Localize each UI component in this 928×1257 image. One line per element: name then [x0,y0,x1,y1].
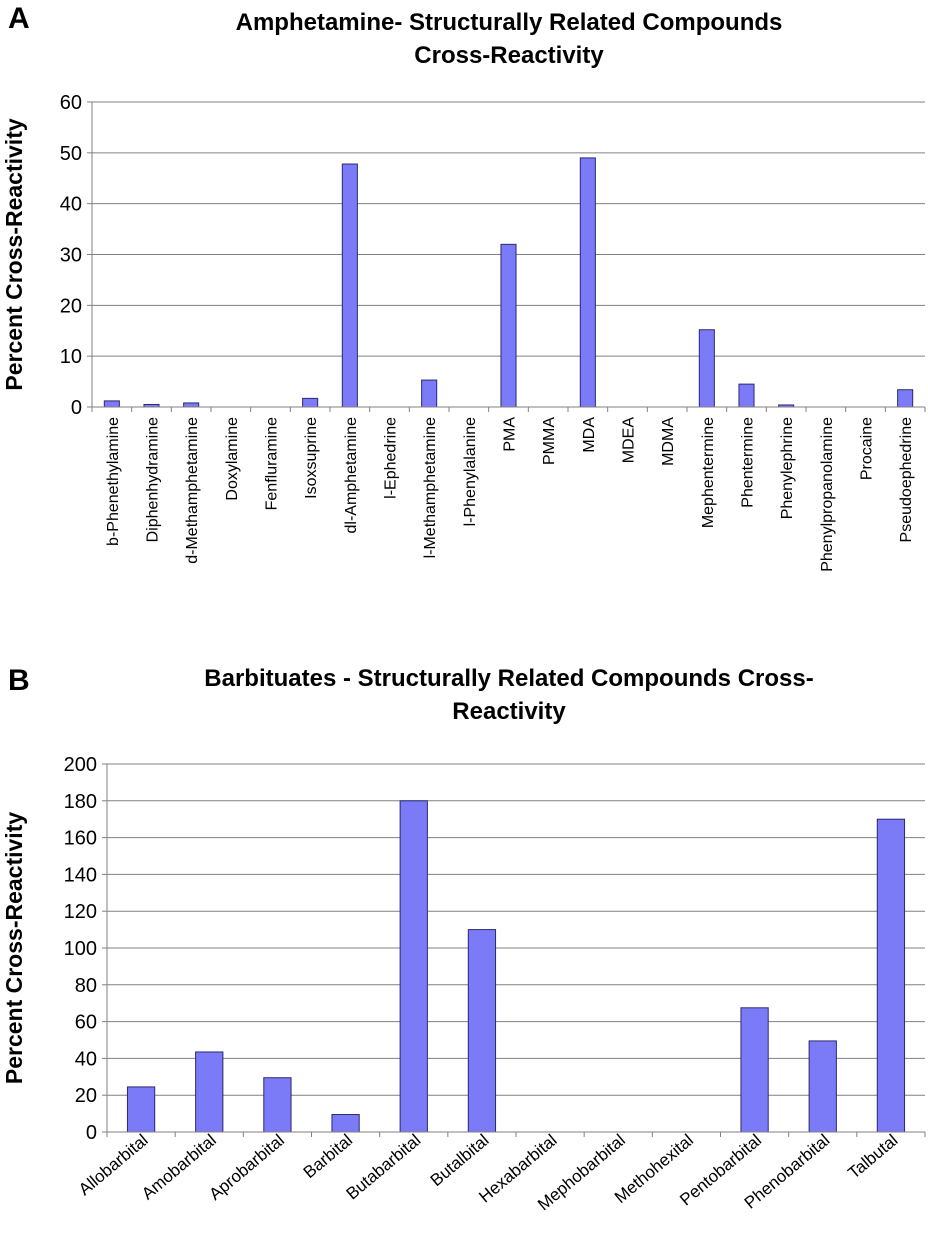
x-tick-label: Talbutal [844,1131,901,1183]
x-tick-label: MDMA [660,417,677,466]
y-tick-label: 0 [86,1122,97,1144]
x-tick-label: Phentermine [740,417,757,508]
bar [897,389,914,408]
bar [341,163,358,408]
panel-b: B Barbituates - Structurally Related Com… [0,620,928,1257]
chart-title-line: Reactivity [452,698,566,725]
y-tick-label: 10 [60,346,82,368]
y-tick-label: 180 [64,791,97,813]
x-tick-label: PMA [502,417,519,452]
y-tick-label: 120 [64,901,97,923]
y-tick-label: 60 [75,1012,97,1034]
x-tick-label: l-Ephedrine [383,417,400,499]
y-tick-label: 20 [60,295,82,317]
y-axis-title: Percent Cross-Reactivity [1,118,27,390]
y-axis-title: Percent Cross-Reactivity [1,812,27,1084]
y-tick-label: 30 [60,245,82,267]
bar [740,1007,769,1133]
x-tick-label: Phenylpropanolamine [819,417,836,572]
panel-label: A [8,2,30,35]
bar [579,157,596,408]
y-tick-label: 60 [60,92,82,114]
x-tick-label: dl-Amphetamine [343,417,360,534]
bar [103,400,120,408]
chart-title: Barbituates - Structurally Related Compo… [90,662,928,728]
bar [399,800,428,1133]
x-tick-label: PMMA [541,417,558,465]
bar [183,402,200,408]
x-tick-label: d-Methamphetamine [184,417,201,564]
y-tick-label: 20 [75,1085,97,1107]
bar [876,818,906,1133]
bar [421,379,438,408]
x-tick-label: MDEA [621,417,638,464]
chart-title-line: Cross-Reactivity [414,42,604,69]
bar [500,243,517,408]
y-tick-label: 40 [60,194,82,216]
bar [302,397,319,408]
y-tick-label: 100 [64,938,97,960]
x-tick-label: Pseudoephedrine [898,417,915,543]
x-tick-label: Phenylephrine [779,417,796,519]
bar [331,1114,360,1133]
y-tick-label: 0 [71,397,82,419]
bar-chart-amphetamine: 0 10 20 30 40 50 60 b-Phenethylamine Diphenhydra… [1,92,926,572]
bar [195,1051,224,1133]
x-tick-label: Mephentermine [700,417,717,528]
bar [808,1040,837,1133]
y-tick-label: 40 [75,1048,97,1070]
x-tick-label: Isoxsuprine [303,417,320,499]
x-tick-label: MDA [581,417,598,453]
x-tick-label: Doxylamine [224,417,241,501]
chart-title-line: Barbituates - Structurally Related Compo… [204,665,814,692]
x-tick-label: Diphenhydramine [145,417,162,543]
bar-chart-barbiturates: 020406080100120140160180200AllobarbitalA… [1,754,926,1214]
x-tick-label: Butabarbital [343,1131,425,1204]
y-tick-label: 50 [60,143,82,165]
chart-title-line: Amphetamine- Structurally Related Compou… [235,9,783,36]
x-tick-label: l-Phenylalanine [462,417,479,527]
bar [738,383,755,408]
chart-title: Amphetamine- Structurally Related Compou… [90,6,928,72]
bar [467,929,497,1133]
y-tick-label: 200 [64,754,97,776]
x-tick-label: l-Methamphetamine [422,417,439,559]
x-tick-label: Barbital [300,1131,356,1183]
bar [698,329,715,408]
x-tick-label: Butalbital [427,1131,493,1191]
panel-a: A Amphetamine- Structurally Related Comp… [0,0,928,620]
y-tick-label: 140 [64,864,97,886]
y-tick-label: 160 [64,828,97,850]
bar [126,1086,156,1133]
y-tick-label: 80 [75,975,97,997]
x-tick-label: Procaine [859,417,876,480]
panel-label: B [8,664,30,697]
bar [263,1077,292,1133]
x-tick-label: Aprobarbital [206,1131,288,1204]
x-tick-label: Fenfluramine [264,417,281,510]
x-tick-label: b-Phenethylamine [105,417,122,546]
